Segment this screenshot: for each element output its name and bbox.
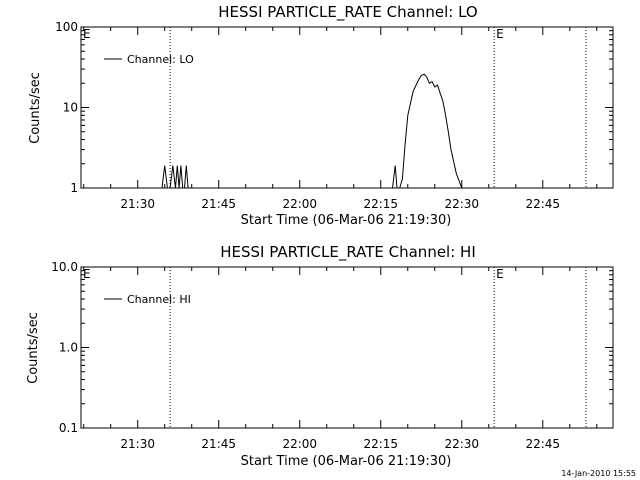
x-ticks: 21:30 21:45 22:00 22:15 22:30 22:45 (83, 27, 598, 211)
y-tick-label: 10 (63, 101, 78, 115)
x-tick-label: 22:30 (444, 437, 479, 451)
y-tick-label: 0.1 (59, 421, 78, 435)
y-ticks: 1 10 100 (55, 20, 613, 195)
plot-frame (80, 26, 614, 189)
x-tick-label: 22:00 (282, 197, 317, 211)
y-tick-label: 1 (70, 181, 78, 195)
x-tick-label: 21:30 (120, 437, 155, 451)
y-axis-label: Counts/sec (26, 312, 41, 384)
chart-hi: HESSI PARTICLE_RATE Channel: HI Counts/s… (26, 243, 614, 469)
series-group (161, 73, 463, 189)
x-tick-label: 22:30 (444, 197, 479, 211)
legend-entry: Channel: HI (127, 293, 191, 306)
event-lines: E (169, 27, 587, 188)
y-tick-label: 100 (55, 20, 78, 34)
y-axis-label: Counts/sec (28, 72, 43, 144)
left-event-marker: E (83, 267, 91, 281)
left-event-marker: E (83, 27, 91, 41)
x-tick-label: 22:15 (363, 197, 398, 211)
legend-entry: Channel: LO (127, 53, 194, 66)
y-ticks: 0.1 1.0 10.0 (51, 260, 613, 435)
x-tick-label: 22:45 (525, 197, 560, 211)
footer-timestamp: 14-Jan-2010 15:55 (561, 469, 636, 478)
x-tick-label: 21:45 (201, 437, 236, 451)
plot-frame (80, 266, 614, 429)
event-line-label: E (496, 267, 504, 281)
x-tick-label: 22:15 (363, 437, 398, 451)
series-line (161, 73, 463, 189)
chart-title: HESSI PARTICLE_RATE Channel: HI (220, 243, 476, 262)
y-tick-label: 10.0 (51, 260, 78, 274)
x-tick-label: 21:30 (120, 197, 155, 211)
event-line-label: E (496, 27, 504, 41)
x-ticks: 21:30 21:45 22:00 22:15 22:30 22:45 (83, 267, 598, 451)
x-tick-label: 22:45 (525, 437, 560, 451)
event-lines: E (169, 267, 587, 428)
x-axis-label: Start Time (06-Mar-06 21:19:30) (241, 213, 452, 228)
x-tick-label: 22:00 (282, 437, 317, 451)
chart-title: HESSI PARTICLE_RATE Channel: LO (218, 3, 477, 22)
x-axis-label: Start Time (06-Mar-06 21:19:30) (241, 454, 452, 469)
y-tick-label: 1.0 (59, 341, 78, 355)
x-tick-label: 21:45 (201, 197, 236, 211)
chart-lo: HESSI PARTICLE_RATE Channel: LO Counts/s… (28, 3, 614, 228)
